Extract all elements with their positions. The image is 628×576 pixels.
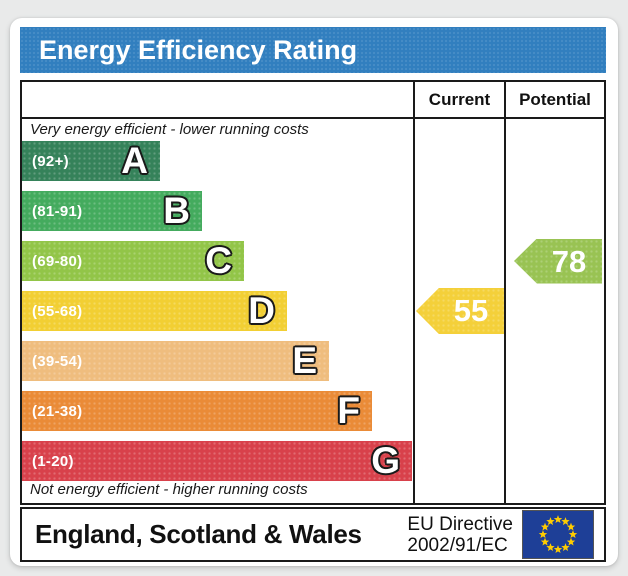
- current-column-header: Current: [428, 90, 491, 109]
- potential-column-divider: [504, 82, 506, 503]
- band-range-label: (69-80): [32, 252, 83, 270]
- eu-flag-icon: [522, 510, 594, 559]
- band-letter: A: [121, 140, 148, 181]
- band-range-label: (81-91): [32, 202, 83, 220]
- band-row-f: (21-38) F: [22, 391, 372, 431]
- eu-directive-label: EU Directive 2002/91/EC: [407, 514, 513, 556]
- band-letter: G: [371, 440, 400, 481]
- band-list: (92+) A (81-91) B (69-80) C (55-68) D (3…: [22, 141, 413, 491]
- band-range-label: (39-54): [32, 352, 83, 370]
- eu-directive-line1: EU Directive: [407, 513, 513, 535]
- potential-rating-arrow: 78: [514, 238, 602, 284]
- footer-bar: England, Scotland & Wales EU Directive 2…: [20, 507, 606, 562]
- band-letter: E: [292, 340, 317, 381]
- rating-table: Current Potential Very energy efficient …: [20, 80, 606, 505]
- potential-column-header: Potential: [519, 90, 591, 109]
- current-rating-value: 55: [453, 293, 489, 328]
- band-range-label: (21-38): [32, 402, 83, 420]
- band-row-e: (39-54) E: [22, 341, 329, 381]
- band-range-label: (55-68): [32, 302, 83, 320]
- current-column-divider: [413, 82, 415, 503]
- band-row-c: (69-80) C: [22, 241, 244, 281]
- band-range-label: (92+): [32, 152, 69, 170]
- band-letter: B: [163, 190, 190, 231]
- band-row-d: (55-68) D: [22, 291, 287, 331]
- band-range-label: (1-20): [32, 452, 74, 470]
- title-bar: Energy Efficiency Rating: [20, 27, 606, 73]
- band-letter: D: [248, 290, 275, 331]
- caption-bottom: Not energy efficient - higher running co…: [30, 481, 308, 498]
- current-rating-arrow: 55: [416, 288, 504, 334]
- epc-card: Energy Efficiency Rating Current Potenti…: [10, 18, 618, 566]
- band-letter: C: [205, 240, 232, 281]
- band-row-g: (1-20) G: [22, 441, 412, 481]
- band-chart: Very energy efficient - lower running co…: [22, 119, 413, 503]
- region-label: England, Scotland & Wales: [35, 519, 362, 549]
- band-letter: F: [337, 390, 360, 431]
- table-header-row: Current Potential: [22, 82, 604, 119]
- potential-rating-value: 78: [551, 243, 587, 279]
- caption-top: Very energy efficient - lower running co…: [30, 121, 309, 138]
- band-row-b: (81-91) B: [22, 191, 202, 231]
- eu-directive-line2: 2002/91/EC: [407, 534, 508, 556]
- page-title: Energy Efficiency Rating: [39, 35, 358, 65]
- band-row-a: (92+) A: [22, 141, 160, 181]
